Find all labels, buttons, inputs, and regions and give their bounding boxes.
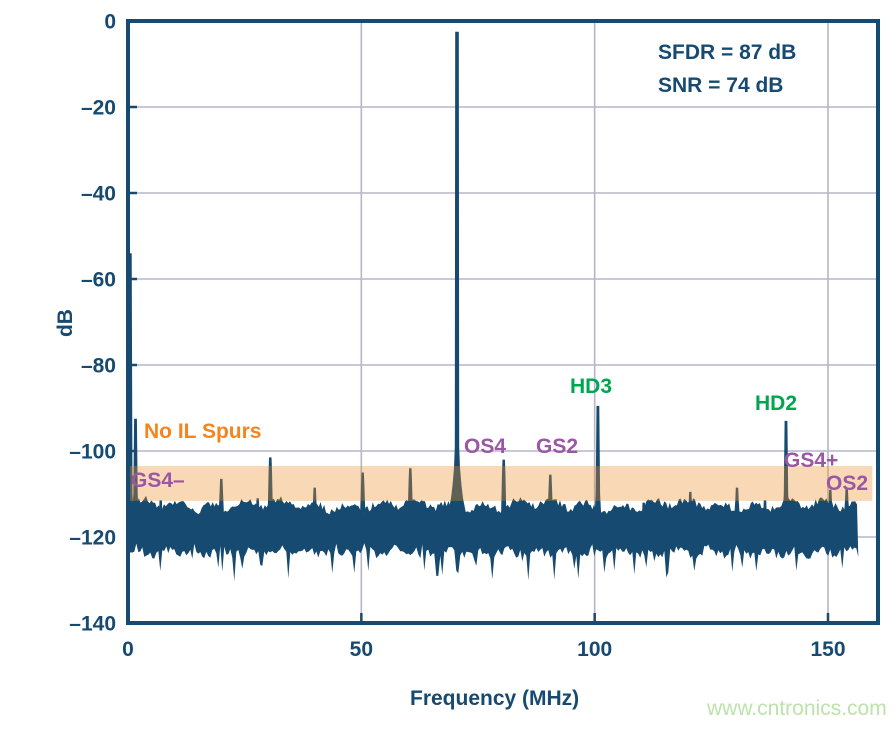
x-tick-label: 0 <box>122 638 134 661</box>
snr-text: SNR = 74 dB <box>658 74 784 97</box>
annotation-hd2: HD2 <box>755 392 798 415</box>
x-axis-title: Frequency (MHz) <box>410 687 580 710</box>
sfdr-text: SFDR = 87 dB <box>658 41 797 64</box>
annotation-hd3: HD3 <box>570 375 613 398</box>
watermark-text: www.cntronics.com <box>707 697 887 720</box>
annotation-gs4-plus: GS4+ <box>784 449 839 472</box>
y-tick-label: –40 <box>81 183 116 206</box>
y-tick-label: –140 <box>69 613 116 636</box>
y-tick-label: –80 <box>81 355 116 378</box>
y-tick-label: –20 <box>81 97 116 120</box>
x-tick-label: 150 <box>810 638 845 661</box>
y-axis-title: dB <box>53 309 77 338</box>
annotation-os2: OS2 <box>826 472 869 495</box>
annotation-no-il-spurs: No IL Spurs <box>144 420 262 443</box>
annotation-gs2: GS2 <box>536 435 579 458</box>
x-tick-label: 50 <box>350 638 373 661</box>
stats-box: SFDR = 87 dB SNR = 74 dB <box>658 36 796 102</box>
annotation-gs4-minus: GS4– <box>131 469 185 492</box>
y-tick-label: –100 <box>69 441 116 464</box>
y-tick-label: 0 <box>104 11 116 34</box>
y-tick-label: –60 <box>81 269 116 292</box>
x-tick-label: 100 <box>577 638 612 661</box>
annotation-os4: OS4 <box>464 435 507 458</box>
y-tick-label: –120 <box>69 527 116 550</box>
